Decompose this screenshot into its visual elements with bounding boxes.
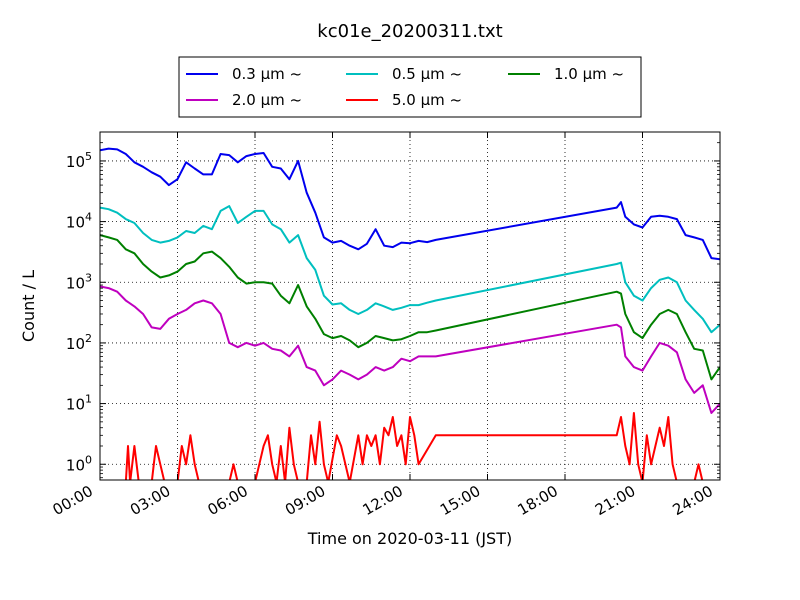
- x-tick-label: 18:00: [515, 482, 561, 519]
- x-tick-label: 12:00: [360, 482, 406, 519]
- x-tick-label: 03:00: [127, 482, 173, 519]
- legend-label: 0.5 μm ~: [392, 65, 462, 83]
- legend-label: 1.0 μm ~: [554, 65, 624, 83]
- x-tick-label: 24:00: [670, 482, 716, 519]
- x-axis-label: Time on 2020-03-11 (JST): [307, 529, 512, 548]
- legend: 0.3 μm ~ 0.5 μm ~ 1.0 μm ~ 2.0 μm ~ 5.0 μm ~: [178, 56, 642, 118]
- series-line: [100, 147, 720, 261]
- grid: [99, 132, 721, 480]
- series-line: [100, 285, 720, 414]
- legend-label: 5.0 μm ~: [392, 91, 462, 109]
- y-axis-label: Count / L: [19, 270, 38, 342]
- x-tick-label: 15:00: [437, 482, 483, 519]
- chart-title: kc01e_20200311.txt: [317, 21, 502, 42]
- legend-frame: [178, 56, 642, 118]
- x-tick-label: 09:00: [282, 482, 328, 519]
- series-line: [124, 412, 704, 480]
- y-tick-label: 103: [66, 271, 92, 292]
- x-tick-label: 21:00: [592, 482, 638, 519]
- y-tick-label: 102: [66, 332, 92, 353]
- y-tick-label: 101: [66, 393, 92, 414]
- y-tick-label: 105: [66, 150, 92, 171]
- x-tick-label: 00:00: [50, 482, 96, 519]
- series-line: [100, 205, 720, 334]
- y-tick-label: 104: [66, 211, 92, 232]
- x-tick-label: 06:00: [205, 482, 251, 519]
- y-tick-label: 100: [66, 453, 92, 474]
- series-line: [100, 234, 720, 381]
- legend-label: 0.3 μm ~: [232, 65, 302, 83]
- legend-label: 2.0 μm ~: [232, 91, 302, 109]
- series-layer: [100, 147, 720, 480]
